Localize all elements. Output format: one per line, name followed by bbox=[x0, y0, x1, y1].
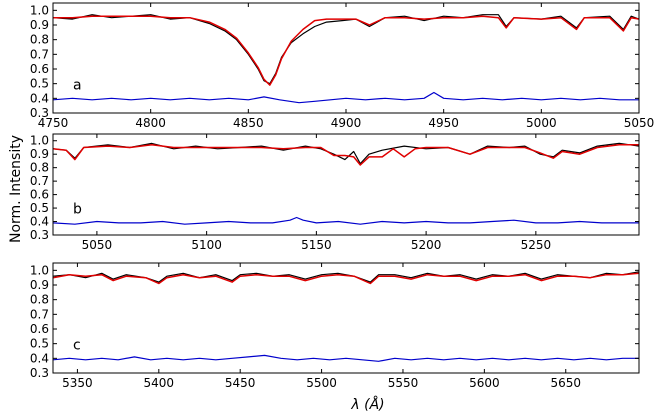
panel-a-observed-line bbox=[52, 14, 640, 85]
panel-b-ytick-label: 0.8 bbox=[30, 161, 49, 175]
panel-b-ytick-label: 0.4 bbox=[30, 215, 49, 229]
panel-b-ytick-label: 0.7 bbox=[30, 174, 49, 188]
panel-c-xtick-label: 5550 bbox=[388, 376, 419, 390]
panel-a-xtick-label: 4950 bbox=[428, 116, 459, 130]
panel-a-label: a bbox=[73, 78, 82, 94]
panel-c-xtick-label: 5400 bbox=[144, 376, 175, 390]
panel-c-ytick-label: 0.5 bbox=[30, 337, 49, 351]
y-axis-label: Norm. Intensity bbox=[8, 135, 24, 243]
panel-b-xtick-label: 5250 bbox=[521, 238, 552, 252]
panel-a-xtick-label: 4800 bbox=[135, 116, 166, 130]
panel-b-xtick-label: 5100 bbox=[191, 238, 222, 252]
panel-a-xtick-label: 4750 bbox=[38, 116, 69, 130]
panel-a-ytick-label: 0.6 bbox=[30, 62, 49, 76]
panel-c-label: c bbox=[73, 338, 81, 354]
panel-a-xtick-label: 4900 bbox=[331, 116, 362, 130]
panel-c-frame bbox=[52, 262, 640, 374]
panel-c-ytick-label: 0.8 bbox=[30, 293, 49, 307]
panel-c-xtick-label: 5450 bbox=[225, 376, 256, 390]
panel-b-frame bbox=[52, 133, 640, 236]
panel-b-xtick-label: 5200 bbox=[411, 238, 442, 252]
panel-b-ytick-label: 0.3 bbox=[30, 228, 49, 242]
panel-b-model-line bbox=[52, 144, 639, 166]
panel-b-ytick-label: 0.6 bbox=[30, 188, 49, 202]
panel-c-xtick-label: 5350 bbox=[62, 376, 93, 390]
panel-b-ytick-label: 0.9 bbox=[30, 147, 49, 161]
panel-b-residual-line bbox=[52, 216, 639, 225]
x-axis-label: λ (Å) bbox=[350, 396, 384, 413]
panel-a-ytick-label: 1.0 bbox=[30, 3, 49, 17]
panel-c-ytick-label: 0.7 bbox=[30, 307, 49, 321]
panel-b-ytick-label: 1.0 bbox=[30, 134, 49, 148]
panel-a-ytick-label: 0.5 bbox=[30, 77, 49, 91]
panel-c-xtick-label: 5650 bbox=[550, 376, 581, 390]
panel-a-ytick-label: 0.7 bbox=[30, 47, 49, 61]
panel-b-label: b bbox=[73, 201, 82, 217]
panel-a-ytick-label: 0.9 bbox=[30, 18, 49, 32]
panel-c-ytick-label: 0.6 bbox=[30, 322, 49, 336]
panel-c-ytick-label: 0.9 bbox=[30, 278, 49, 292]
panel-c-ytick-label: 1.0 bbox=[30, 263, 49, 277]
panel-a-model-line bbox=[53, 15, 640, 86]
panel-b-xtick-label: 5050 bbox=[82, 238, 113, 252]
panel-a-residual-line bbox=[52, 91, 639, 104]
panel-b-ytick-label: 0.5 bbox=[30, 201, 49, 215]
panel-a-ytick-label: 0.8 bbox=[30, 33, 49, 47]
panel-a-xtick-label: 5000 bbox=[526, 116, 557, 130]
panel-c-model-line bbox=[52, 272, 640, 285]
panel-c-xtick-label: 5500 bbox=[306, 376, 337, 390]
panel-c-xtick-label: 5600 bbox=[469, 376, 500, 390]
panel-a-ytick-label: 0.4 bbox=[30, 91, 49, 105]
panel-c-ytick-label: 0.3 bbox=[30, 366, 49, 380]
panel-a-ytick-label: 0.3 bbox=[30, 106, 49, 120]
panel-a-xtick-label: 4850 bbox=[233, 116, 264, 130]
panel-c-residual-line bbox=[52, 354, 639, 362]
panel-b-xtick-label: 5150 bbox=[301, 238, 332, 252]
panel-c-ytick-label: 0.4 bbox=[30, 351, 49, 365]
panel-a-xtick-label: 5050 bbox=[624, 116, 655, 130]
